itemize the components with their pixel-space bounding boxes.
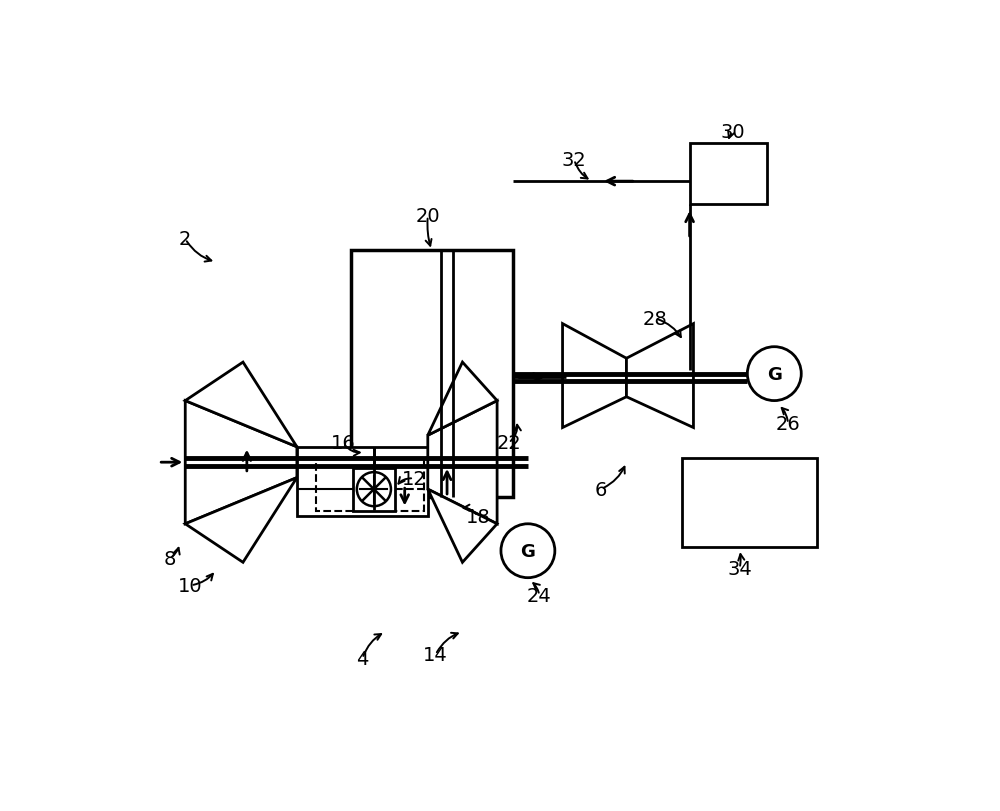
Text: G: G (520, 542, 535, 560)
Text: 32: 32 (562, 151, 586, 169)
Text: 22: 22 (496, 434, 521, 453)
Text: 6: 6 (595, 480, 607, 499)
Circle shape (501, 524, 555, 578)
Text: 18: 18 (465, 507, 490, 526)
Bar (682, 459, 817, 547)
Text: 12: 12 (402, 470, 426, 488)
Bar (353, 469, 395, 511)
Polygon shape (626, 324, 693, 428)
Text: 24: 24 (527, 586, 552, 605)
Text: 30: 30 (720, 123, 745, 142)
Circle shape (357, 473, 391, 507)
Circle shape (747, 347, 801, 401)
Polygon shape (428, 490, 497, 563)
Polygon shape (185, 363, 297, 447)
Text: 8: 8 (164, 549, 176, 569)
Text: 10: 10 (178, 576, 203, 595)
Text: 26: 26 (776, 414, 801, 434)
Text: 28: 28 (643, 309, 667, 328)
Polygon shape (428, 363, 497, 436)
Polygon shape (428, 401, 497, 524)
Text: 2: 2 (179, 230, 191, 249)
Text: 16: 16 (331, 434, 355, 453)
Text: 4: 4 (356, 650, 369, 668)
Polygon shape (185, 478, 297, 563)
Polygon shape (185, 401, 297, 524)
Text: 14: 14 (423, 646, 448, 664)
Bar (690, 144, 767, 205)
Bar (316, 459, 424, 511)
Text: 20: 20 (415, 207, 440, 226)
Bar (297, 447, 428, 517)
Bar (351, 251, 512, 497)
Polygon shape (563, 324, 626, 428)
Text: 34: 34 (727, 560, 752, 578)
Text: G: G (767, 365, 782, 383)
